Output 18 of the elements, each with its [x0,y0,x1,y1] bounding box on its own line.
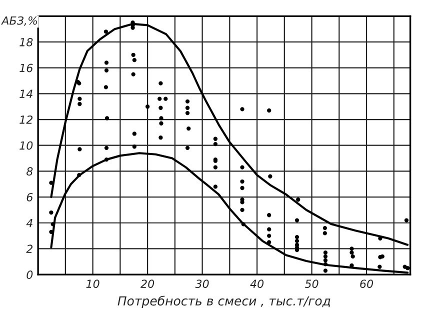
y-tick-label: 2 [26,244,33,253]
y-tick-label: 14 [20,90,32,98]
y-tick-label: 16 [20,64,33,72]
x-tick-label: 30 [195,280,209,288]
y-tick-label: 4 [26,218,32,228]
x-tick-label: 40 [250,280,264,288]
y-axis-title: АБЗ,% [1,16,38,26]
x-tick-label: 50 [304,280,318,288]
y-tick-label: 18 [20,38,33,46]
y-tick-label: 12 [20,115,33,124]
y-tick-label: 10 [20,141,33,150]
y-tick-label: 6 [26,193,33,202]
x-tick-label: 10 [86,280,100,288]
y-tick-label: 8 [26,167,33,176]
x-axis-title: Потребность в смеси , тыс.т/год [118,296,330,308]
y-tick-label: 0 [26,270,33,279]
x-tick-label: 60 [360,280,374,288]
x-tick-label: 20 [140,280,154,288]
